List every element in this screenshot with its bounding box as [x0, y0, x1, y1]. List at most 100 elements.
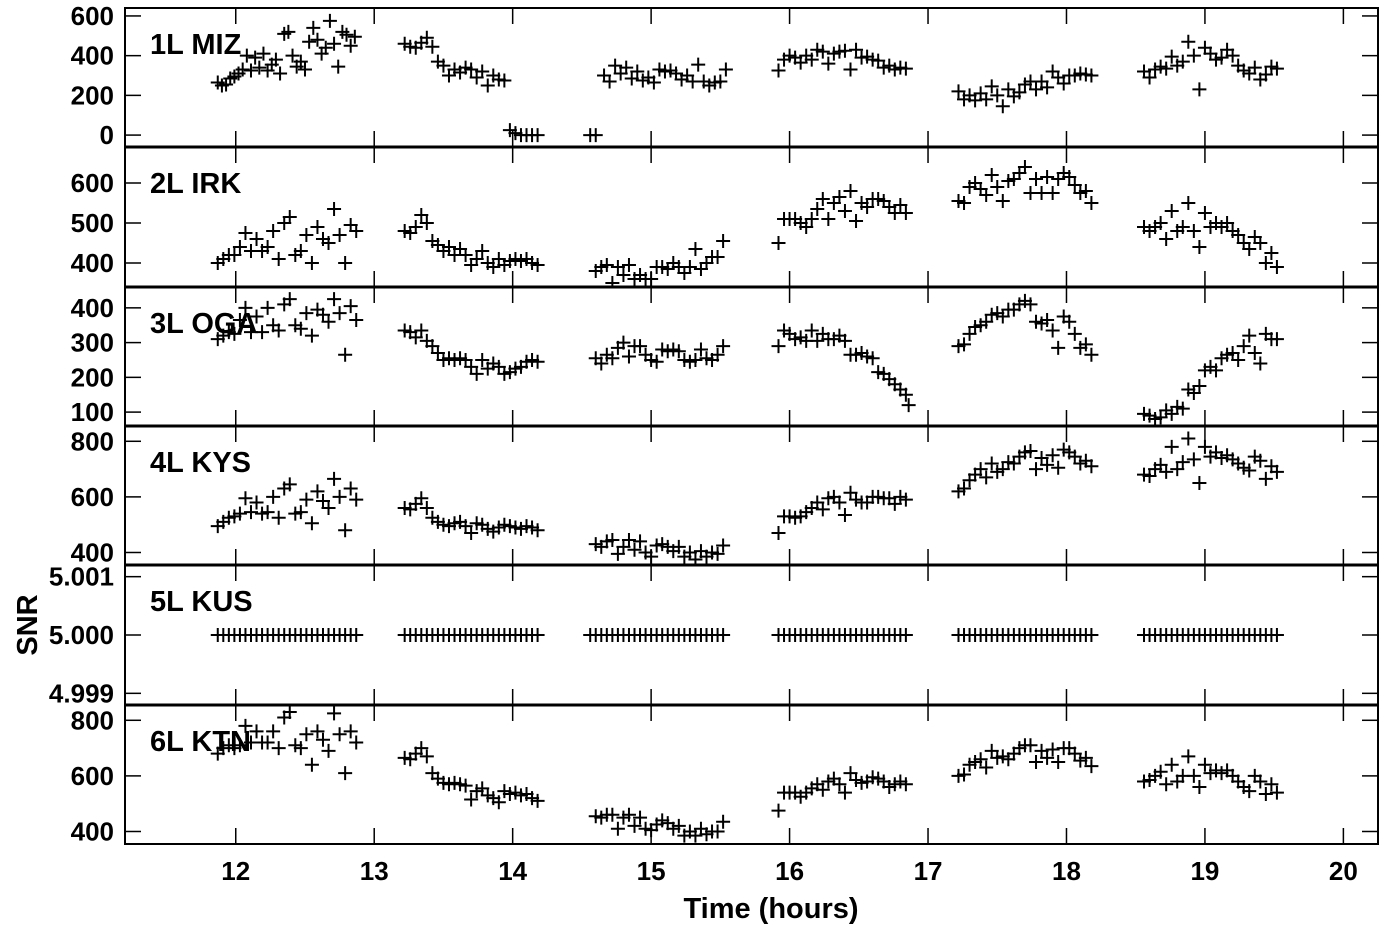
data-point [281, 24, 296, 39]
data-point [227, 248, 242, 262]
data-point [1269, 785, 1284, 800]
y-tick-label: 400 [71, 537, 114, 567]
data-point [588, 128, 603, 143]
data-point [414, 323, 429, 338]
data-point [1062, 170, 1077, 184]
data-point [718, 62, 733, 77]
data-point [771, 63, 786, 78]
data-point [1159, 232, 1174, 246]
data-point [716, 814, 731, 829]
data-point [249, 232, 264, 246]
data-point [232, 506, 247, 521]
data-point [619, 60, 634, 75]
data-point [1040, 80, 1055, 95]
data-point [249, 309, 264, 324]
panels-layer: 0 200 400 600 1L MIZ 400 500 600 2L IRK 100 200 300… [49, 1, 1378, 846]
data-point [1186, 48, 1201, 63]
x-axis: 12 13 14 15 16 17 18 19 20 [221, 856, 1358, 886]
data-point [1029, 82, 1044, 97]
data-point [1253, 774, 1268, 789]
data-point [266, 489, 281, 504]
data-point [327, 36, 342, 51]
data-point [621, 258, 636, 272]
data-point [1192, 82, 1207, 97]
data-point [1029, 172, 1044, 186]
data-point [1045, 186, 1060, 200]
data-point [419, 216, 434, 230]
data-point [951, 84, 966, 99]
y-tick-label: 800 [71, 426, 114, 456]
data-point [238, 491, 253, 506]
data-point [475, 352, 490, 367]
y-tick-label: 400 [71, 41, 114, 71]
data-point [310, 724, 325, 739]
data-point [843, 62, 858, 77]
data-point [475, 64, 490, 79]
data-point [260, 240, 275, 254]
data-point [1045, 323, 1060, 338]
data-point [1153, 764, 1168, 779]
data-point [893, 198, 908, 212]
data-point [1269, 332, 1284, 347]
y-tick-label: 600 [71, 482, 114, 512]
data-point [898, 628, 913, 642]
data-point [480, 78, 495, 93]
panel-2: 400 500 600 2L IRK [71, 147, 1378, 290]
data-point [810, 202, 825, 216]
data-point [332, 489, 347, 504]
data-point [530, 523, 545, 538]
data-point [832, 190, 847, 204]
data-point [349, 492, 364, 507]
data-point [646, 75, 661, 90]
data-point [594, 356, 609, 371]
data-point [1159, 464, 1174, 479]
data-point [332, 727, 347, 742]
data-point [458, 778, 473, 793]
data-point [285, 48, 300, 63]
y-axis-title: SNR [12, 594, 44, 655]
data-point [843, 184, 858, 198]
data-point [616, 335, 631, 350]
data-point [621, 807, 636, 822]
data-point [299, 228, 314, 242]
data-point [343, 481, 358, 496]
data-point [1186, 224, 1201, 238]
data-point [419, 749, 434, 764]
data-point [1159, 61, 1174, 76]
data-point [979, 92, 994, 107]
data-point [349, 313, 364, 328]
data-point [837, 507, 852, 522]
data-point [260, 735, 275, 750]
data-point [1040, 170, 1055, 184]
data-point [1078, 337, 1093, 352]
data-point [293, 244, 308, 258]
data-point [249, 495, 264, 510]
panel-6: 400 600 800 6L KTN [71, 704, 1378, 846]
data-point [865, 351, 880, 366]
x-tick-label: 20 [1329, 856, 1358, 886]
data-point [1242, 463, 1257, 478]
data-point [243, 505, 258, 520]
data-point [1175, 54, 1190, 69]
data-point [605, 807, 620, 822]
data-point [901, 398, 916, 413]
data-point [1159, 777, 1174, 792]
y-tick-label: 600 [71, 761, 114, 791]
data-point [1186, 452, 1201, 467]
data-point [1231, 228, 1246, 242]
data-point [1242, 784, 1257, 799]
data-point [227, 326, 242, 341]
data-point [408, 220, 423, 234]
data-point [1247, 346, 1262, 361]
data-point [464, 62, 479, 77]
data-point [327, 706, 342, 721]
data-point [271, 252, 286, 266]
data-point [338, 256, 353, 270]
data-point [343, 299, 358, 314]
data-point [957, 337, 972, 352]
data-point [860, 200, 875, 214]
data-point [464, 792, 479, 807]
data-point [1153, 216, 1168, 230]
data-point [995, 194, 1010, 208]
